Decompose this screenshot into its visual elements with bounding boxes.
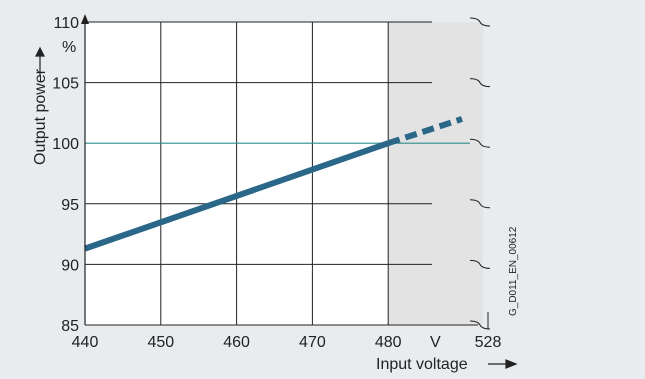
x-tick-label: 470 xyxy=(299,334,326,351)
axis-break-mark xyxy=(469,199,491,209)
x-tick-label: 480 xyxy=(375,334,402,351)
axis-break-mark xyxy=(469,17,491,27)
y-tick-label: 90 xyxy=(61,257,79,274)
y-tick-label: 110 xyxy=(53,15,79,32)
y-tick-label: 100 xyxy=(52,136,79,153)
series-line-solid xyxy=(84,140,390,252)
y-axis-label: Output power xyxy=(32,68,49,165)
axis-break-mark xyxy=(469,259,491,269)
x-tick-label: 440 xyxy=(72,334,99,351)
y-unit-label: % xyxy=(62,39,76,56)
shaded-region xyxy=(388,22,483,325)
y-axis-arrow-icon xyxy=(81,14,89,24)
x-label-arrow-icon xyxy=(488,359,518,369)
x-tick-label: 460 xyxy=(223,334,250,351)
y-tick-labels: 85 90 95 100 105 110 xyxy=(52,15,79,335)
x-unit-label: V xyxy=(430,334,441,351)
axis-break xyxy=(469,17,491,330)
x-tick-label: 528 xyxy=(475,334,502,351)
y-tick-label: 85 xyxy=(61,318,79,335)
y-label-arrow-icon xyxy=(35,46,45,75)
y-tick-label: 105 xyxy=(52,76,79,93)
figure-id: G_D011_EN_00612 xyxy=(508,226,519,316)
grid xyxy=(85,21,489,329)
x-tick-label: 450 xyxy=(147,334,174,351)
series-line-dashed xyxy=(387,116,463,147)
x-axis-label: Input voltage xyxy=(376,356,468,373)
axis-break-mark xyxy=(469,78,491,88)
axis-break-mark xyxy=(469,138,491,148)
axis-break-mark xyxy=(469,320,491,330)
x-tick-labels: 440 450 460 470 480 528 xyxy=(72,334,502,351)
y-tick-label: 95 xyxy=(61,197,79,214)
